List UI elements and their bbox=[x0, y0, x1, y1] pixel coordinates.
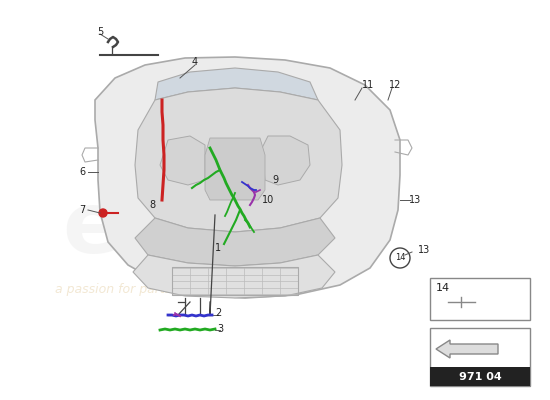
Text: 13: 13 bbox=[409, 195, 421, 205]
Text: eu: eu bbox=[62, 188, 182, 272]
Text: 11: 11 bbox=[362, 80, 374, 90]
Text: 4: 4 bbox=[192, 57, 198, 67]
Text: 8: 8 bbox=[149, 200, 155, 210]
Polygon shape bbox=[135, 218, 335, 266]
FancyBboxPatch shape bbox=[430, 367, 530, 386]
FancyBboxPatch shape bbox=[430, 278, 530, 320]
Text: 7: 7 bbox=[79, 205, 85, 215]
Text: 10: 10 bbox=[262, 195, 274, 205]
Polygon shape bbox=[95, 57, 400, 298]
Text: a passion for parts 1985: a passion for parts 1985 bbox=[55, 284, 207, 296]
Circle shape bbox=[99, 209, 107, 217]
Text: 1: 1 bbox=[215, 243, 221, 253]
Text: 14: 14 bbox=[395, 254, 405, 262]
Text: 9: 9 bbox=[272, 175, 278, 185]
Polygon shape bbox=[262, 136, 310, 185]
Text: 6: 6 bbox=[79, 167, 85, 177]
FancyBboxPatch shape bbox=[430, 328, 530, 386]
Polygon shape bbox=[133, 255, 335, 298]
Polygon shape bbox=[205, 138, 265, 200]
Text: 971 04: 971 04 bbox=[459, 372, 502, 382]
Polygon shape bbox=[160, 136, 205, 185]
Text: 5: 5 bbox=[97, 27, 103, 37]
FancyArrow shape bbox=[436, 340, 498, 358]
Polygon shape bbox=[155, 68, 318, 100]
Text: 12: 12 bbox=[389, 80, 401, 90]
Text: 14: 14 bbox=[436, 283, 450, 293]
Text: 2: 2 bbox=[215, 308, 221, 318]
Polygon shape bbox=[135, 88, 342, 232]
Text: 3: 3 bbox=[217, 324, 223, 334]
Text: 13: 13 bbox=[418, 245, 430, 255]
